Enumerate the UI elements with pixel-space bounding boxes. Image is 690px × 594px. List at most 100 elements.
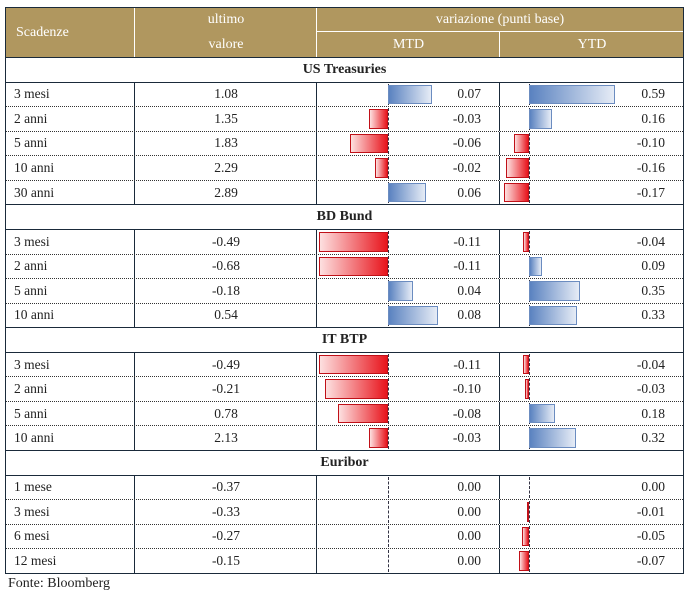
header-valore: valore [134, 32, 317, 57]
mtd-value: 0.00 [457, 528, 481, 544]
ytd-value: -0.01 [636, 503, 665, 519]
mtd-cell: -0.06 [316, 131, 499, 156]
mtd-bar [388, 281, 414, 301]
table-row: 5 anni 0.78 -0.08 0.18 [6, 400, 683, 426]
maturity-label: 2 anni [14, 110, 48, 126]
last-value: -0.49 [134, 229, 317, 254]
ytd-bar [518, 551, 529, 571]
ytd-bar [529, 281, 581, 301]
ytd-value: 0.59 [641, 86, 665, 102]
table-row: 10 anni 0.54 0.08 0.33 [6, 302, 683, 328]
maturity-label: 3 mesi [14, 233, 50, 249]
mtd-axis [388, 427, 389, 449]
ytd-value: 0.09 [641, 258, 665, 274]
maturity-label: 12 mesi [14, 553, 57, 569]
last-value: -0.21 [134, 377, 317, 401]
ytd-value: -0.03 [636, 381, 665, 397]
mtd-bar [388, 305, 439, 326]
ytd-axis [529, 230, 530, 253]
mtd-bar [318, 231, 388, 252]
mtd-bar [350, 133, 388, 154]
mtd-value: 0.08 [457, 307, 481, 323]
ytd-cell: 0.33 [499, 303, 683, 328]
mtd-value: -0.06 [452, 135, 481, 151]
mtd-cell: -0.02 [316, 156, 499, 180]
ytd-axis [529, 132, 530, 155]
ytd-bar [529, 403, 556, 424]
ytd-cell: 0.09 [499, 254, 683, 279]
mtd-cell: 0.00 [316, 524, 499, 549]
ytd-cell: -0.05 [499, 524, 683, 549]
mtd-value: 0.00 [457, 503, 481, 519]
ytd-cell: -0.04 [499, 352, 683, 377]
maturity-label: 10 anni [14, 160, 55, 176]
mtd-axis [388, 378, 389, 400]
ytd-bar [514, 133, 529, 154]
ytd-bar [524, 379, 529, 399]
mtd-axis [388, 108, 389, 130]
ytd-value: 0.00 [641, 479, 665, 495]
table-row: 12 mesi -0.15 0.00 -0.07 [6, 548, 683, 573]
table-row: 30 anni 2.89 0.06 -0.17 [6, 179, 683, 205]
ytd-bar [505, 158, 529, 178]
table-header: Scadenze ultimo valore variazione (punti… [6, 8, 683, 57]
header-ultimo: ultimo [134, 8, 317, 32]
mtd-cell: 0.06 [316, 180, 499, 205]
mtd-axis [388, 402, 389, 425]
ytd-cell: 0.18 [499, 401, 683, 426]
mtd-axis [388, 550, 389, 572]
mtd-cell: -0.10 [316, 377, 499, 401]
table-body: US Treasuries 3 mesi 1.08 0.07 0.59 2 anni 1.3… [6, 57, 683, 573]
ytd-cell: 0.59 [499, 82, 683, 107]
ytd-cell: 0.00 [499, 475, 683, 500]
last-value: 2.29 [134, 156, 317, 180]
mtd-cell: 0.07 [316, 82, 499, 107]
maturity-label: 5 anni [14, 135, 48, 151]
ytd-cell: -0.10 [499, 131, 683, 156]
last-value: -0.33 [134, 500, 317, 524]
header-scadenze: Scadenze [16, 24, 69, 40]
mtd-cell: -0.11 [316, 254, 499, 279]
ytd-cell: 0.35 [499, 279, 683, 303]
mtd-cell: -0.03 [316, 107, 499, 131]
mtd-value: -0.11 [453, 233, 481, 249]
last-value: -0.18 [134, 279, 317, 303]
table-row: 5 anni -0.18 0.04 0.35 [6, 278, 683, 303]
last-value: -0.15 [134, 549, 317, 573]
mtd-cell: -0.08 [316, 401, 499, 426]
ytd-cell: -0.16 [499, 156, 683, 180]
mtd-bar [337, 403, 388, 424]
table-row: 3 mesi -0.49 -0.11 -0.04 [6, 228, 683, 254]
mtd-bar [318, 256, 388, 277]
maturity-label: 10 anni [14, 307, 55, 323]
table-row: 3 mesi 1.08 0.07 0.59 [6, 81, 683, 107]
mtd-axis [388, 157, 389, 179]
ytd-cell: 0.32 [499, 426, 683, 450]
mtd-value: -0.10 [452, 381, 481, 397]
section-header: IT BTP [6, 327, 683, 352]
mtd-bar [375, 158, 388, 178]
ytd-bar [504, 182, 529, 203]
last-value: 1.35 [134, 107, 317, 131]
ytd-axis [529, 378, 530, 400]
ytd-axis [529, 550, 530, 572]
mtd-axis [388, 255, 389, 278]
ytd-cell: -0.04 [499, 229, 683, 254]
table-row: 3 mesi -0.33 0.00 -0.01 [6, 499, 683, 524]
last-value: -0.49 [134, 352, 317, 377]
mtd-value: 0.00 [457, 553, 481, 569]
ytd-value: -0.10 [636, 135, 665, 151]
maturity-label: 10 anni [14, 430, 55, 446]
mtd-bar [325, 379, 388, 399]
mtd-value: -0.02 [452, 160, 481, 176]
mtd-axis [388, 132, 389, 155]
ytd-cell: 0.16 [499, 107, 683, 131]
table-row: 10 anni 2.13 -0.03 0.32 [6, 425, 683, 450]
ytd-value: 0.32 [641, 430, 665, 446]
ytd-axis [529, 525, 530, 548]
mtd-value: 0.00 [457, 479, 481, 495]
ytd-bar [529, 109, 553, 129]
ytd-bar [529, 305, 578, 326]
ytd-value: -0.04 [636, 356, 665, 372]
ytd-value: -0.16 [636, 160, 665, 176]
